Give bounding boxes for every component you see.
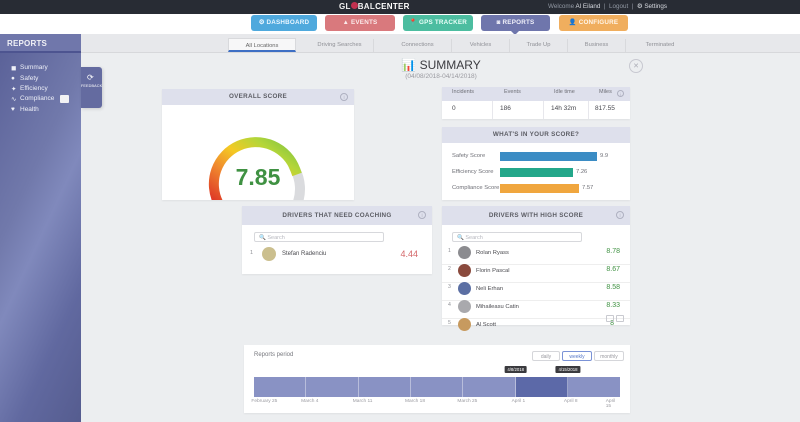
svg-text:7.85: 7.85 <box>236 164 281 190</box>
